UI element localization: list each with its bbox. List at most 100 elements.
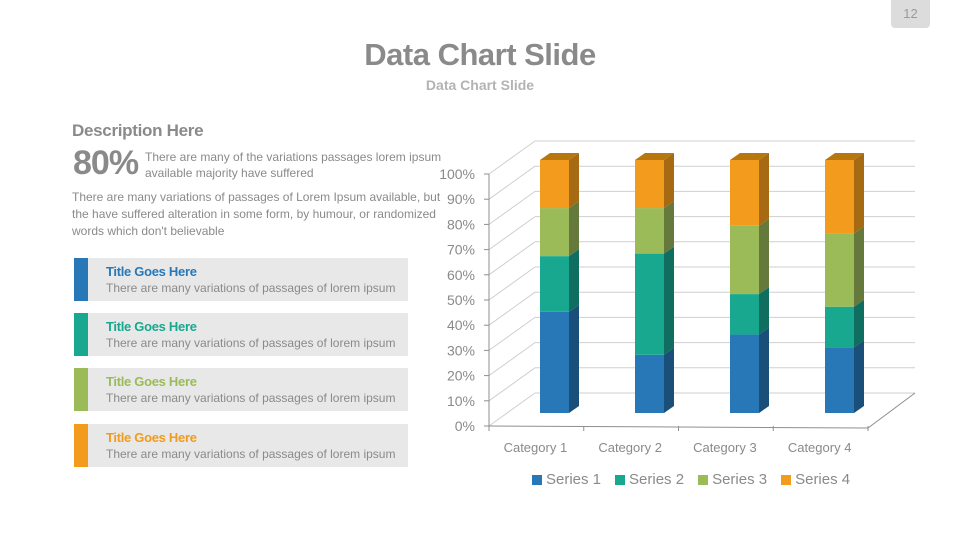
y-tick-label: 60% — [447, 267, 475, 283]
bar-side-face — [854, 153, 864, 234]
side-gridline — [488, 140, 536, 175]
card-accent-bar — [74, 258, 88, 301]
description-heading: Description Here — [72, 121, 204, 140]
y-tick-label: 50% — [447, 292, 475, 308]
legend-label: Series 4 — [795, 471, 851, 488]
bar-segment — [635, 253, 664, 355]
bar-segment — [730, 294, 759, 335]
bar-segment — [635, 160, 664, 209]
legend-item: Series 2 — [615, 471, 684, 488]
card-title: Title Goes Here — [106, 264, 197, 279]
x-category-label: Category 1 — [504, 440, 568, 455]
bar-segment — [730, 160, 759, 226]
card-title: Title Goes Here — [106, 430, 197, 445]
chart-legend: Series 1 Series 2 Series 3 Series 4 — [532, 471, 850, 488]
y-tick-label: 0% — [455, 418, 475, 434]
side-gridline — [488, 241, 536, 276]
bar-side-face — [854, 299, 864, 348]
legend-label: Series 1 — [546, 471, 602, 488]
side-gridline — [488, 216, 536, 251]
bar-segment — [825, 233, 854, 307]
bar-side-face — [759, 287, 769, 335]
bar-side-face — [569, 249, 579, 312]
legend-item: Series 1 — [532, 471, 601, 488]
bar-side-face — [569, 201, 579, 257]
legend-item: Series 4 — [781, 471, 850, 488]
side-gridline — [488, 367, 536, 402]
y-tick-label: 10% — [447, 393, 475, 409]
bar-top-face — [730, 153, 769, 160]
bar-top-face — [635, 153, 674, 160]
bar-segment — [730, 225, 759, 295]
bar-segment — [825, 306, 854, 348]
y-tick-label: 90% — [447, 191, 475, 207]
bar-segment — [635, 208, 664, 254]
side-gridline — [488, 291, 536, 326]
legend-item: Series 3 — [698, 471, 767, 488]
bar-top-face — [540, 153, 579, 160]
card-accent-bar — [74, 424, 88, 467]
y-tick-label: 80% — [447, 216, 475, 232]
bar-side-face — [759, 218, 769, 295]
card-accent-bar — [74, 313, 88, 356]
card-text: There are many variations of passages of… — [106, 391, 396, 405]
bar-segment — [825, 160, 854, 234]
legend-swatch-icon — [781, 474, 792, 485]
card-4: Title Goes Here There are many variation… — [74, 424, 408, 467]
bar-top-face — [825, 153, 864, 160]
bar-side-face — [664, 153, 674, 209]
bar-side-face — [759, 153, 769, 226]
bar-side-face — [664, 347, 674, 413]
legend-label: Series 3 — [712, 471, 768, 488]
bar-side-face — [854, 226, 864, 307]
legend-swatch-icon — [532, 474, 542, 485]
stat-text: There are many of the variations passage… — [145, 150, 442, 180]
x-category-label: Category 3 — [693, 440, 757, 455]
bar-segment — [540, 208, 569, 257]
bar-segment — [825, 347, 854, 413]
bar-side-face — [569, 153, 579, 209]
bar-segment — [730, 334, 759, 413]
bar-side-face — [759, 327, 769, 413]
card-title: Title Goes Here — [106, 374, 197, 389]
side-gridline — [488, 165, 536, 200]
slide-title: Data Chart Slide — [364, 37, 596, 72]
card-3: Title Goes Here There are many variation… — [74, 368, 408, 411]
card-text: There are many variations of passages of… — [106, 447, 396, 461]
card-title: Title Goes Here — [106, 319, 197, 334]
bar-side-face — [854, 340, 864, 413]
side-gridline — [488, 316, 536, 351]
y-tick-label: 20% — [447, 368, 475, 384]
legend-swatch-icon — [698, 474, 709, 485]
bar-side-face — [664, 201, 674, 254]
legend-label: Series 2 — [629, 471, 685, 488]
y-tick-label: 70% — [447, 242, 475, 258]
bar-side-face — [664, 246, 674, 355]
y-tick-label: 30% — [447, 342, 475, 358]
y-tick-label: 100% — [439, 166, 475, 182]
card-text: There are many variations of passages of… — [106, 336, 396, 350]
side-gridline — [488, 266, 536, 301]
x-category-label: Category 4 — [788, 440, 852, 455]
y-tick-label: 40% — [447, 317, 475, 333]
description-paragraph: There are many variations of passages of… — [72, 190, 441, 238]
stat-value: 80% — [73, 144, 139, 182]
card-text: There are many variations of passages of… — [106, 281, 396, 295]
card-1: Title Goes Here There are many variation… — [74, 258, 408, 301]
side-gridline — [488, 392, 536, 427]
slide-subtitle: Data Chart Slide — [425, 77, 535, 93]
bar-segment — [540, 160, 569, 209]
bar-segment — [540, 311, 569, 413]
side-gridline — [488, 190, 536, 225]
page-number: 12 — [891, 0, 930, 28]
x-category-label: Category 2 — [598, 440, 662, 455]
floor-right-edge — [867, 392, 916, 429]
bar-segment — [540, 256, 569, 312]
card-accent-bar — [74, 368, 88, 411]
bar-side-face — [569, 304, 579, 413]
card-2: Title Goes Here There are many variation… — [74, 313, 408, 356]
legend-swatch-icon — [615, 474, 626, 485]
bar-segment — [635, 354, 664, 413]
side-gridline — [488, 342, 536, 377]
